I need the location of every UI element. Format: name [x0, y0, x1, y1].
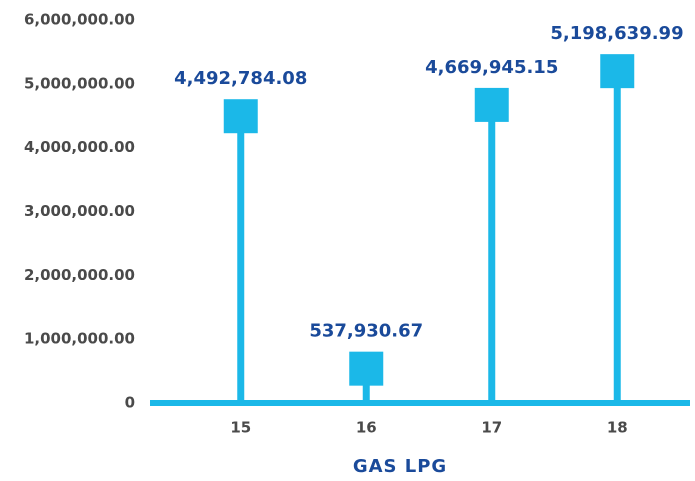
value-label: 537,930.67	[309, 321, 423, 342]
value-label: 5,198,639.99	[550, 23, 683, 44]
y-tick-label: 3,000,000.00	[24, 202, 135, 220]
x-axis-title: GAS LPG	[353, 456, 447, 477]
y-tick-label: 2,000,000.00	[24, 266, 135, 284]
y-tick-label: 1,000,000.00	[24, 330, 135, 348]
y-tick-label: 4,000,000.00	[24, 138, 135, 156]
value-label: 4,669,945.15	[425, 57, 558, 78]
x-tick-label: 18	[607, 419, 628, 437]
y-tick-label: 0	[125, 394, 135, 412]
marker	[600, 54, 635, 89]
marker	[349, 351, 384, 386]
marker	[223, 99, 258, 134]
x-tick-label: 16	[356, 419, 377, 437]
x-tick-label: 15	[230, 419, 251, 437]
y-tick-label: 6,000,000.00	[24, 11, 135, 29]
y-tick-label: 5,000,000.00	[24, 74, 135, 92]
x-tick-label: 17	[481, 419, 502, 437]
value-label: 4,492,784.08	[174, 68, 307, 89]
marker	[474, 87, 509, 122]
